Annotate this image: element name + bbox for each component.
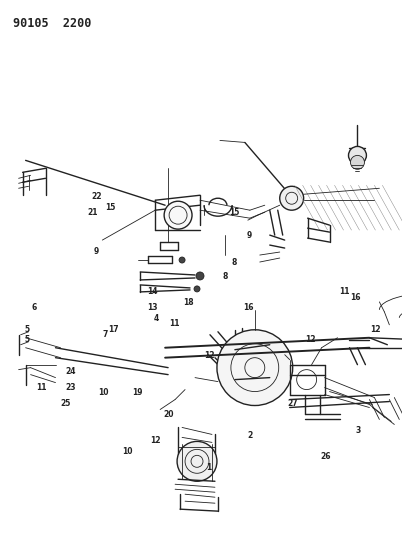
Text: 10: 10: [98, 389, 108, 398]
Text: 18: 18: [183, 298, 194, 307]
Text: 8: 8: [232, 258, 237, 266]
Text: 27: 27: [288, 399, 298, 408]
Circle shape: [194, 286, 200, 292]
Text: 25: 25: [60, 399, 71, 408]
Text: 11: 11: [36, 383, 47, 392]
Text: 20: 20: [163, 410, 174, 418]
Circle shape: [217, 330, 293, 406]
Text: 3: 3: [355, 425, 361, 434]
Text: 15: 15: [229, 208, 240, 217]
Text: 7: 7: [102, 330, 108, 339]
Text: 5: 5: [24, 325, 29, 334]
Circle shape: [349, 147, 366, 164]
Text: 17: 17: [109, 325, 119, 334]
Circle shape: [179, 257, 185, 263]
Text: 2: 2: [247, 431, 252, 440]
Text: 22: 22: [91, 192, 102, 201]
Text: 9: 9: [246, 231, 251, 240]
Text: 10: 10: [122, 447, 133, 456]
Text: 26: 26: [320, 452, 330, 461]
Text: 9: 9: [93, 247, 99, 256]
Text: 11: 11: [339, 287, 349, 296]
Text: 8: 8: [223, 271, 228, 280]
Text: 13: 13: [147, 303, 158, 312]
Circle shape: [280, 186, 303, 210]
Circle shape: [164, 201, 192, 229]
Text: 16: 16: [244, 303, 254, 312]
Text: 23: 23: [66, 383, 76, 392]
Text: 19: 19: [132, 389, 143, 398]
Circle shape: [196, 272, 204, 280]
Text: 5: 5: [24, 335, 29, 344]
Text: 12: 12: [370, 325, 380, 334]
Text: 21: 21: [87, 208, 98, 217]
Text: 12: 12: [305, 335, 315, 344]
Text: 12: 12: [204, 351, 215, 360]
Circle shape: [177, 441, 217, 481]
Text: 4: 4: [154, 314, 159, 323]
Text: 11: 11: [169, 319, 179, 328]
Text: 16: 16: [350, 293, 360, 302]
Text: 15: 15: [105, 203, 115, 212]
Text: 90105  2200: 90105 2200: [12, 17, 91, 30]
Text: 6: 6: [31, 303, 36, 312]
Text: 12: 12: [150, 436, 160, 445]
Text: 14: 14: [147, 287, 158, 296]
Text: 24: 24: [66, 367, 76, 376]
Circle shape: [351, 156, 364, 169]
Text: 1: 1: [206, 463, 211, 472]
